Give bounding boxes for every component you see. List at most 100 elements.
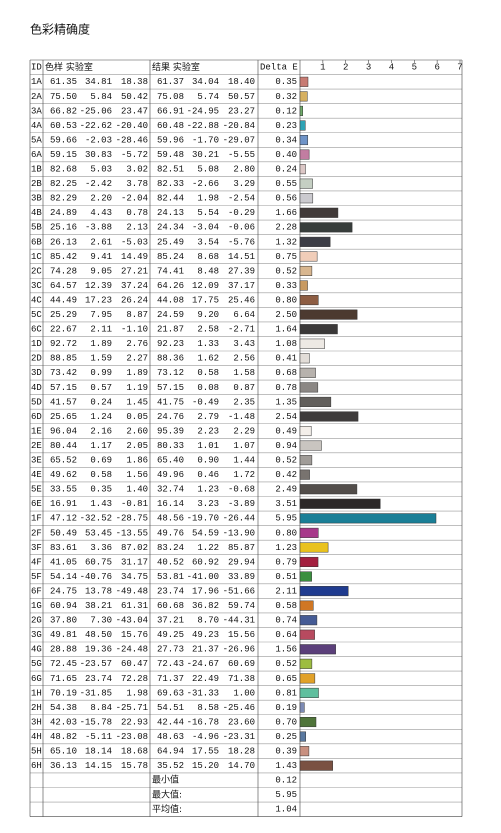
result-value: 72.43 [157,659,184,669]
result-value: 2.23 [197,426,219,436]
delta-e-value: 0.51 [275,572,297,582]
result-value: 18.40 [228,77,255,87]
sample-value: 61.31 [121,601,148,611]
result-value: 1.62 [197,354,219,364]
sample-value: -20.40 [116,121,148,131]
result-value: 17.96 [192,586,219,596]
delta-e-value: 0.52 [275,266,297,276]
result-value: 80.33 [157,441,184,451]
result-value: 23.60 [228,717,255,727]
row-id: 3C [31,281,42,291]
row-id: 4C [31,295,42,305]
result-value: 71.37 [157,674,184,684]
result-value: -24.95 [187,106,219,116]
result-value: 5.54 [197,208,219,218]
row-id: 2G [31,616,42,626]
sample-value: 66.82 [50,106,77,116]
sample-value: 25.65 [50,412,77,422]
sample-value: 60.75 [85,557,112,567]
sample-value: 2.13 [126,223,148,233]
result-value: 27.39 [228,266,255,276]
row-id: 4D [31,383,42,393]
result-value: 65.40 [157,456,184,466]
sample-value: 60.47 [121,659,148,669]
result-value: 25.49 [157,237,184,247]
row-id: 4E [31,470,42,480]
result-value: 48.63 [157,732,184,742]
result-value: 8.70 [197,616,219,626]
delta-e-bar [299,658,313,669]
sample-value: 54.14 [50,572,77,582]
row-id: 2A [31,92,42,102]
result-value: 82.33 [157,179,184,189]
sample-value: 33.55 [50,485,77,495]
sample-value: 60.94 [50,601,77,611]
result-value: 75.08 [157,92,184,102]
result-value: 2.80 [233,165,255,175]
delta-e-bar [299,91,308,102]
sample-value: 1.56 [126,470,148,480]
result-value: 25.46 [228,295,255,305]
sample-value: 42.03 [50,717,77,727]
delta-e-value: 0.56 [275,194,297,204]
result-value: 12.09 [192,281,219,291]
result-value: 30.21 [192,150,219,160]
sample-value: -40.76 [80,572,112,582]
result-value: -26.44 [223,514,255,524]
result-value: -13.90 [223,528,255,538]
row-id: 6D [31,412,42,422]
sample-value: -1.10 [121,325,148,335]
header-result: 结果 实验室 [152,61,200,73]
sample-value: 17.23 [85,295,112,305]
row-id: 6E [31,499,42,509]
tick-label: 6 [434,63,439,73]
sample-value: 2.16 [90,426,112,436]
delta-e-bar [299,571,312,582]
sample-value: 85.42 [50,252,77,262]
sample-value: -23.57 [80,659,112,669]
delta-e-bar [299,367,316,378]
result-value: 21.87 [157,325,184,335]
delta-e-value: 0.49 [275,426,297,436]
sample-value: 87.02 [121,543,148,553]
delta-e-bar [299,760,333,771]
sample-value: 1.89 [126,368,148,378]
sample-value: 1.86 [126,456,148,466]
sample-value: 2.11 [90,325,112,335]
delta-e-bar [299,295,319,306]
result-value: -20.84 [223,121,255,131]
result-value: 1.23 [197,485,219,495]
delta-e-value: 0.79 [275,557,297,567]
sample-value: 82.29 [50,194,77,204]
result-value: 5.08 [197,165,219,175]
delta-e-value: 2.49 [275,485,297,495]
delta-e-value: 2.11 [275,586,297,596]
result-value: 40.52 [157,557,184,567]
delta-e-bar [299,498,381,509]
row-id: 6C [31,325,42,335]
delta-e-bar [299,484,358,495]
sample-value: 14.15 [85,761,112,771]
result-value: 92.23 [157,339,184,349]
row-id: 4F [31,557,42,567]
delta-e-value: 3.51 [275,499,297,509]
sample-value: 34.81 [85,77,112,87]
result-value: -22.88 [187,121,219,131]
result-value: -2.54 [228,194,255,204]
sample-value: 80.44 [50,441,77,451]
result-value: 61.37 [157,77,184,87]
delta-e-bar [299,222,353,233]
result-value: 0.08 [197,383,219,393]
sample-value: 57.15 [50,383,77,393]
result-value: 15.56 [228,630,255,640]
tick-label: 4 [389,63,394,73]
sample-value: 22.67 [50,325,77,335]
result-value: 88.36 [157,354,184,364]
result-value: -23.31 [223,732,255,742]
delta-e-value: 1.23 [275,543,297,553]
delta-e-bar [299,542,329,553]
result-value: -41.00 [187,572,219,582]
sample-value: 24.75 [50,586,77,596]
sample-value: 7.95 [90,310,112,320]
row-id: 1E [31,426,42,436]
